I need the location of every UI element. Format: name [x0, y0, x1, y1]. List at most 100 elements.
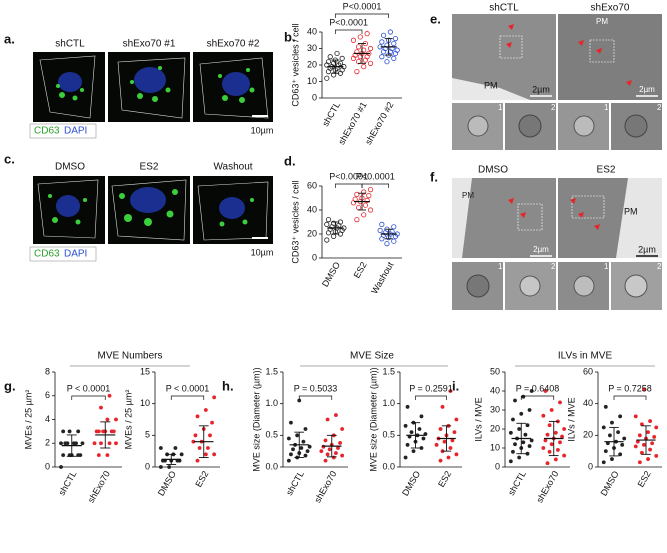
y-axis-label: MVEs / 25 µm² [23, 390, 33, 450]
inset-number: 2 [551, 262, 556, 271]
data-point [648, 447, 653, 452]
data-point [107, 441, 112, 446]
legend-label: CD63 [34, 126, 60, 137]
inset-number: 2 [551, 103, 556, 112]
data-point [633, 444, 638, 449]
mve [624, 114, 648, 138]
data-point [403, 455, 408, 460]
y-tick-label: 60 [307, 180, 317, 190]
data-point [549, 408, 554, 412]
data-point [527, 444, 532, 449]
data-point [601, 460, 606, 465]
data-point [450, 438, 455, 443]
data-point [545, 432, 550, 437]
data-point [558, 400, 562, 405]
data-point [409, 430, 414, 435]
data-point [384, 59, 390, 65]
data-point [391, 55, 397, 62]
data-point [434, 442, 439, 447]
data-point [603, 404, 608, 409]
data-point [355, 44, 362, 50]
data-point [323, 438, 328, 443]
panel-label: e. [430, 11, 441, 26]
data-point [380, 32, 387, 38]
y-tick-label: 5 [145, 430, 150, 440]
y-tick-label: 1.0 [265, 398, 278, 408]
data-point [324, 237, 330, 243]
data-point [379, 54, 385, 60]
data-point [553, 457, 558, 462]
data-point [361, 47, 367, 53]
significance-bracket [361, 183, 390, 188]
data-point [637, 460, 642, 465]
data-point [448, 389, 453, 393]
nucleus [58, 72, 82, 92]
legend-label: DAPI [64, 126, 87, 137]
data-point [529, 389, 534, 393]
data-point [448, 446, 453, 450]
data-point [212, 395, 217, 400]
data-point [558, 440, 562, 445]
p-value: P<0.0001 [343, 1, 382, 11]
data-point [354, 191, 360, 197]
data-point [325, 417, 330, 422]
y-tick-label: 0 [588, 461, 593, 471]
data-point [547, 423, 552, 428]
nucleus [56, 195, 80, 217]
cell-outline [199, 57, 269, 119]
legend-label: CD63 [34, 249, 60, 260]
significance-bracket [415, 395, 447, 400]
data-point [411, 449, 416, 454]
y-tick-label: 40 [307, 204, 317, 214]
data-point [442, 439, 447, 444]
data-point [543, 389, 548, 393]
pm-label: PM [462, 191, 474, 200]
legend-label: DAPI [64, 249, 87, 260]
data-point [654, 453, 659, 458]
inset-number: 1 [498, 103, 503, 112]
data-point [607, 433, 612, 438]
data-point [367, 45, 374, 52]
data-point [521, 394, 526, 399]
data-point [547, 449, 552, 454]
extracellular-space [616, 178, 662, 258]
y-tick-label: 0 [312, 252, 317, 262]
data-point [203, 408, 208, 412]
p-value: P < 0.0001 [166, 383, 210, 393]
data-point [377, 227, 383, 233]
fluorescence-images [33, 52, 273, 122]
y-tick-label: 60 [583, 366, 593, 376]
data-point [357, 34, 363, 40]
data-point [323, 458, 328, 463]
data-point [367, 60, 374, 66]
data-point [642, 387, 646, 392]
data-point [521, 440, 526, 445]
data-point [327, 447, 332, 452]
data-point [517, 455, 522, 460]
data-point [610, 420, 614, 425]
p-value: P<0.0001 [356, 171, 395, 181]
data-point [603, 449, 608, 454]
significance-bracket [334, 29, 363, 34]
y-tick-label: 0 [145, 461, 150, 471]
data-point [354, 69, 360, 75]
y-tick-label: 1.0 [382, 398, 395, 408]
data-point [114, 441, 118, 446]
inset-frame [517, 203, 543, 231]
group-points [350, 31, 374, 75]
image-label: shExo70 #2 [207, 39, 260, 50]
data-point [391, 238, 397, 244]
data-point [367, 207, 374, 213]
data-point [325, 452, 330, 457]
p-value: P = 0.6408 [516, 383, 560, 393]
scale-label: 2µm [533, 245, 549, 254]
group-points [377, 29, 400, 65]
data-point [618, 414, 623, 419]
data-point [562, 427, 567, 431]
data-point [286, 436, 291, 441]
data-point [361, 189, 367, 195]
scale-label: 10µm [251, 125, 274, 135]
data-point [105, 453, 110, 458]
data-point [523, 432, 528, 437]
data-point [327, 54, 333, 60]
